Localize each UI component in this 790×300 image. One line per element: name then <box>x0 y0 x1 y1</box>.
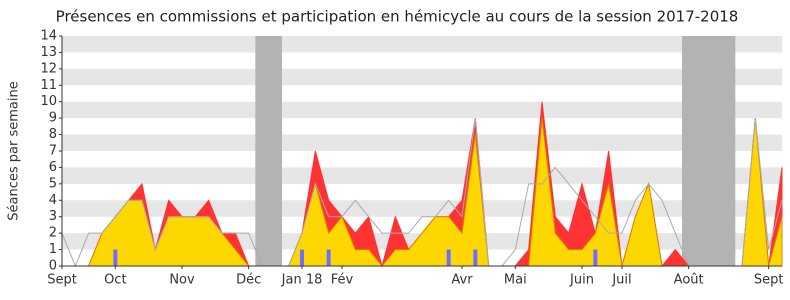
chart-title: Présences en commissions et participatio… <box>56 8 739 26</box>
x-tick-label: Oct <box>104 273 126 288</box>
y-tick-label: 1 <box>49 242 57 257</box>
y-tick-label: 7 <box>49 144 57 159</box>
vacation-band <box>682 36 736 266</box>
y-tick-label: 13 <box>40 45 57 60</box>
y-tick-label: 3 <box>49 209 57 224</box>
x-tick-label: Avr <box>451 273 473 288</box>
y-tick-label: 14 <box>40 29 57 44</box>
y-tick-label: 5 <box>49 176 57 191</box>
bar <box>593 249 598 266</box>
x-tick-label: Août <box>674 273 704 288</box>
x-tick-label: Déc <box>236 273 261 288</box>
bar <box>113 249 118 266</box>
bar <box>473 249 478 266</box>
bar <box>300 249 304 266</box>
y-tick-label: 8 <box>49 127 57 142</box>
bar <box>446 249 451 266</box>
y-tick-label: 9 <box>49 111 57 126</box>
y-tick-label: 0 <box>49 259 57 274</box>
y-tick-label: 10 <box>40 94 57 109</box>
grid-band <box>62 167 782 184</box>
y-tick-label: 2 <box>49 226 57 241</box>
y-tick-label: 6 <box>49 160 57 175</box>
x-tick-label: Juil <box>611 273 631 288</box>
grid-band <box>62 134 782 151</box>
grid-band <box>62 68 782 86</box>
x-tick-label: Fév <box>331 273 354 288</box>
y-tick-label: 4 <box>49 193 57 208</box>
bar <box>326 249 331 266</box>
grid-band <box>62 36 782 53</box>
x-tick-label: Sept <box>47 273 77 288</box>
x-tick-label: Juin <box>569 273 594 288</box>
x-tick-label: Mai <box>504 273 527 288</box>
x-tick-label: Sept <box>754 273 784 288</box>
grid-band <box>62 101 782 119</box>
y-tick-label: 12 <box>40 61 57 76</box>
x-tick-label: Jan 18 <box>281 273 323 288</box>
vacation-band <box>255 36 282 266</box>
y-tick-label: 11 <box>40 78 57 93</box>
y-axis-title: Séances par semaine <box>7 81 22 220</box>
x-tick-label: Nov <box>169 273 195 288</box>
